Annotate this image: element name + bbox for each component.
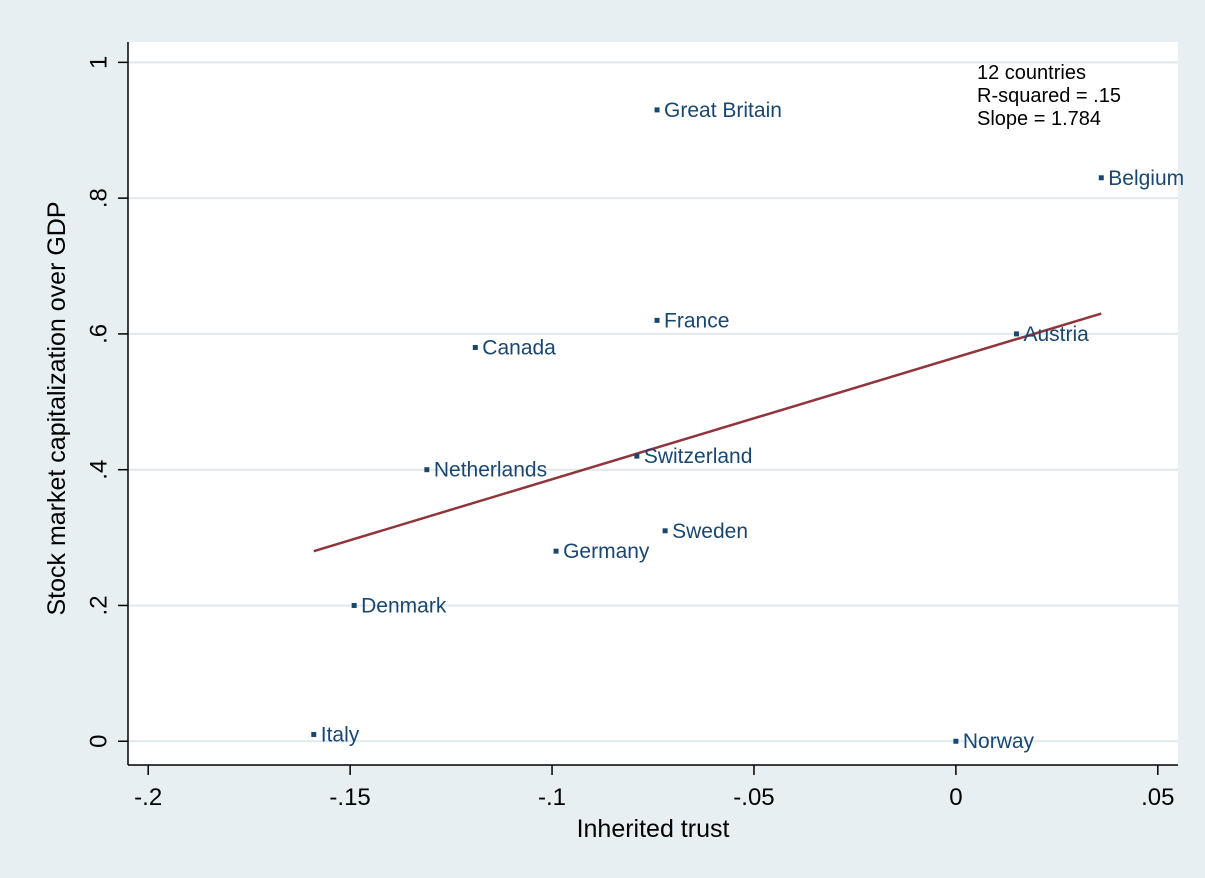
data-point xyxy=(351,602,357,608)
axes: 0 .2 .4 .6 .8 1 -.2 -.15 -.1 -.05 0 .05 xyxy=(85,42,1178,811)
x-axis-label: Inherited trust xyxy=(577,815,730,843)
y-tick-label: .2 xyxy=(85,595,112,615)
data-point xyxy=(1013,331,1019,337)
data-point xyxy=(953,738,959,744)
grid-lines xyxy=(128,61,1178,743)
data-point xyxy=(553,548,559,554)
x-tick-label: -.05 xyxy=(733,784,774,811)
point-label: Great Britain xyxy=(664,99,782,122)
point-label: Belgium xyxy=(1108,167,1184,190)
point-label: Netherlands xyxy=(434,459,547,482)
data-point xyxy=(311,731,317,737)
annotation-box: 12 countries R-squared = .15 Slope = 1.7… xyxy=(977,62,1121,130)
x-tick-label: .05 xyxy=(1141,784,1174,811)
x-tick-label: -.15 xyxy=(329,784,370,811)
point-label: France xyxy=(664,309,729,332)
point-label: Switzerland xyxy=(644,445,753,468)
data-point xyxy=(424,467,430,473)
point-label: Denmark xyxy=(361,594,447,617)
y-tick-label: 0 xyxy=(85,735,112,748)
point-label: Italy xyxy=(321,723,360,746)
x-tick-label: -.1 xyxy=(538,784,566,811)
data-point xyxy=(662,528,668,534)
plot-area xyxy=(128,42,1178,765)
x-tick-label: 0 xyxy=(949,784,962,811)
annotation-line: Slope = 1.784 xyxy=(977,108,1101,130)
point-label: Norway xyxy=(963,730,1035,753)
data-point xyxy=(634,453,640,459)
data-point xyxy=(654,107,660,113)
point-label: Austria xyxy=(1023,323,1089,346)
y-tick-label: 1 xyxy=(85,56,112,69)
y-tick-label: .6 xyxy=(85,324,112,344)
y-tick-label: .8 xyxy=(85,188,112,208)
fit-line xyxy=(313,312,1102,553)
data-points: Great Britain Belgium France Canada Austria N… xyxy=(311,99,1184,753)
fit-line-group xyxy=(313,312,1102,553)
data-point xyxy=(1098,175,1104,181)
annotation-line: 12 countries xyxy=(977,62,1086,84)
annotation-line: R-squared = .15 xyxy=(977,85,1121,107)
y-axis-label: Stock market capitalization over GDP xyxy=(43,201,71,615)
data-point xyxy=(654,317,660,323)
y-tick-label: .4 xyxy=(85,460,112,480)
x-tick-label: -.2 xyxy=(134,784,162,811)
point-label: Germany xyxy=(563,540,650,563)
point-label: Canada xyxy=(482,336,556,359)
data-point xyxy=(472,344,478,350)
point-label: Sweden xyxy=(672,520,748,543)
